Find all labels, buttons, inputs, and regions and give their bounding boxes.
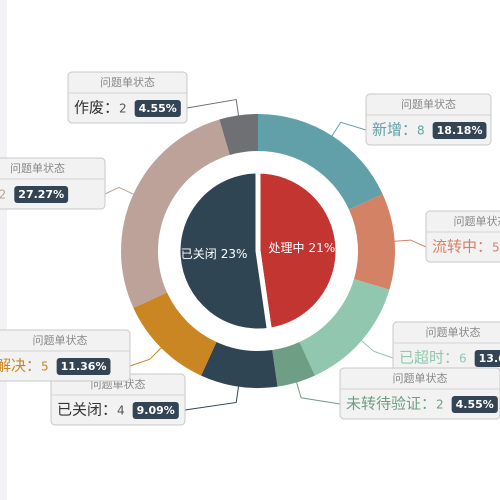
inner-slice — [255, 168, 341, 333]
outer-slice — [299, 279, 390, 376]
label-name: 已超时： — [399, 349, 459, 367]
inner-label: 已关闭 23% — [181, 247, 248, 261]
percent-badge — [132, 402, 179, 419]
inner-name: 已关闭 — [181, 247, 217, 261]
leader-line — [359, 339, 394, 359]
label-value: 8 — [417, 124, 425, 138]
label-name: 已关闭： — [57, 401, 117, 419]
percent-badge — [451, 396, 498, 413]
leader-line — [184, 384, 240, 411]
label-name: 流转中： — [432, 238, 492, 256]
outer-slice — [272, 341, 315, 387]
percent-label: 18.18% — [437, 124, 483, 137]
outer-slice — [258, 114, 383, 210]
outer-slice — [120, 119, 230, 308]
leader-line — [129, 346, 163, 367]
label-value: 5 — [41, 360, 49, 374]
percent-badge — [14, 186, 69, 203]
percent-badge — [56, 358, 111, 375]
percent-label: 13.64% — [479, 352, 500, 365]
outer-slice — [348, 194, 395, 290]
label-value: 4 — [117, 404, 125, 418]
percent-badge — [474, 350, 500, 367]
label-name: 作废： — [74, 99, 119, 117]
inner-value: 21% — [309, 240, 336, 254]
outer-slice — [201, 341, 278, 388]
label-value: 5 — [492, 241, 500, 255]
percent-label: 27.27% — [18, 188, 64, 201]
label-title: 问题单状态 — [426, 325, 481, 339]
label-value: 2 — [436, 398, 444, 412]
inner-slice — [175, 168, 272, 334]
label-title: 问题单状态 — [454, 214, 500, 228]
label-title: 问题单状态 — [33, 333, 88, 347]
label-value: 2 — [119, 102, 127, 116]
label-title: 问题单状态 — [100, 75, 155, 89]
percent-label: 9.09% — [137, 404, 175, 417]
percent-badge — [432, 122, 487, 139]
label-name: 解决： — [0, 357, 41, 375]
leader-line — [330, 121, 367, 138]
label-name: 未转待验证： — [346, 395, 436, 413]
left-strip — [0, 0, 7, 500]
percent-label: 4.55% — [139, 102, 177, 115]
outer-slice — [133, 292, 217, 376]
inner-name: 处理中 — [269, 239, 305, 254]
leader-line — [295, 380, 341, 405]
leader-line — [392, 239, 427, 248]
label-value: 6 — [459, 352, 467, 366]
label-box — [425, 210, 500, 263]
label-name: 新增： — [372, 121, 417, 139]
percent-label: 11.36% — [61, 360, 107, 373]
inner-value: 23% — [221, 247, 248, 261]
label-title: 问题单状态 — [393, 371, 448, 385]
percent-badge — [134, 100, 181, 117]
label-value: 12 — [0, 188, 6, 202]
outer-slice — [219, 114, 258, 156]
leader-line — [104, 186, 136, 196]
leader-line — [186, 98, 240, 118]
label-title: 问题单状态 — [10, 161, 65, 175]
label-title: 问题单状态 — [401, 97, 456, 111]
percent-label: 4.55% — [456, 398, 494, 411]
inner-label: 处理中 21% — [269, 239, 336, 254]
